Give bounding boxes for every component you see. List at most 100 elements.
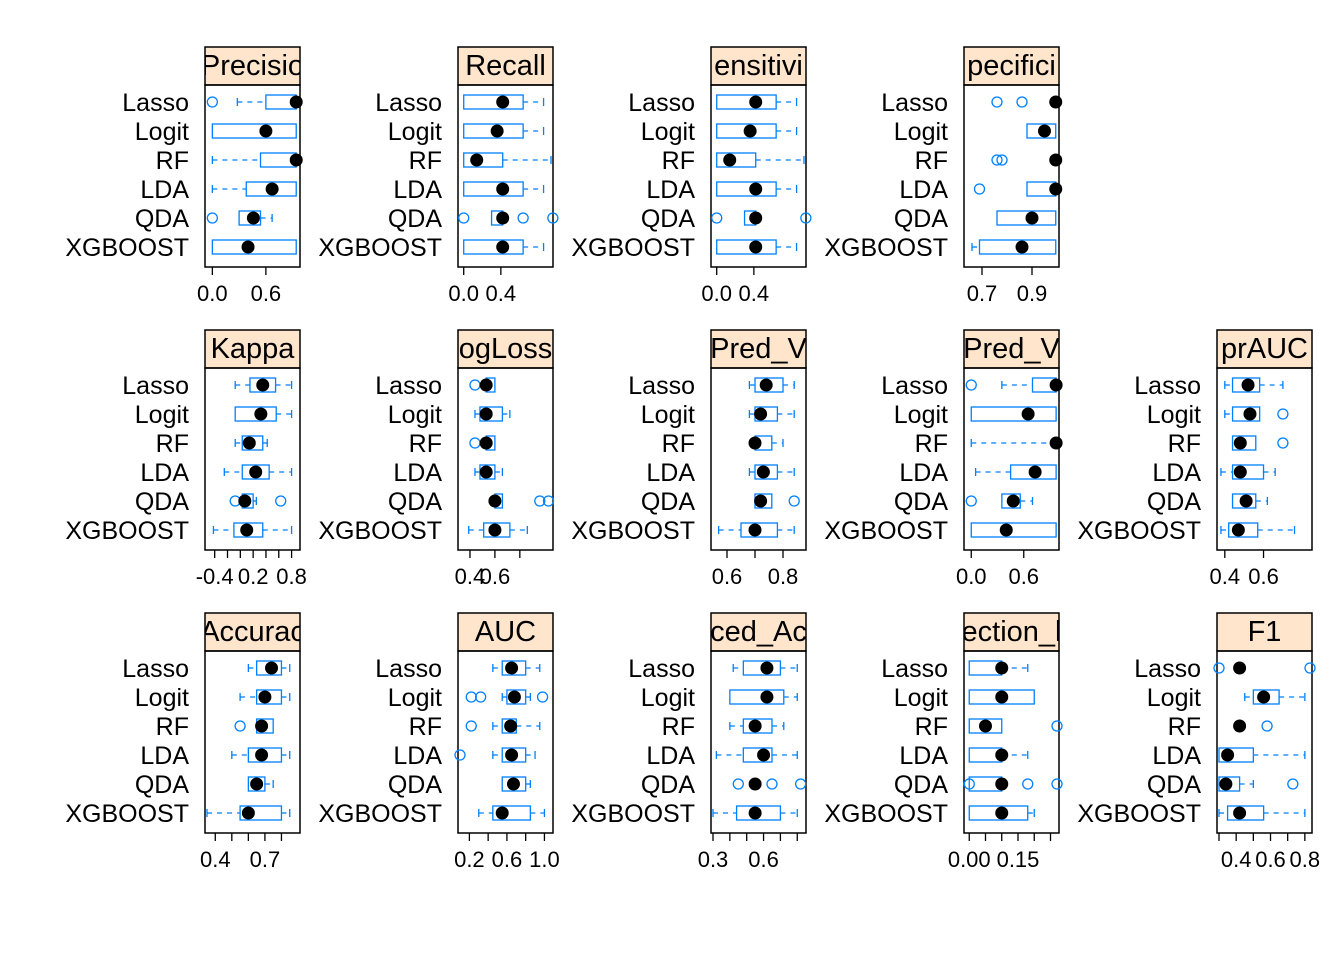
panel-strip (1216, 329, 1313, 369)
median-point (995, 690, 1009, 704)
box-Logit (968, 689, 1035, 705)
box-LDA (1220, 464, 1276, 480)
box-iqr (1218, 747, 1254, 763)
box-Lasso (1224, 377, 1284, 393)
box-iqr (968, 718, 1003, 734)
category-label: LDA (140, 742, 189, 770)
category-label: LDA (646, 176, 695, 204)
category-label: Logit (388, 684, 442, 712)
category-label: Logit (894, 118, 948, 146)
category-label: LDA (140, 459, 189, 487)
tick-label: 0.6 (1248, 564, 1279, 589)
category-label: Logit (388, 401, 442, 429)
box-iqr (735, 805, 782, 821)
box-XGBOOST (716, 239, 798, 255)
box-QDA (206, 210, 273, 226)
median-point (479, 465, 493, 479)
box-Lasso (748, 377, 795, 393)
category-label: RF (915, 430, 948, 458)
median-point (256, 378, 270, 392)
box-iqr (247, 776, 266, 792)
panel-frame (963, 84, 1060, 268)
tick-label: 0.0 (956, 564, 987, 589)
tick-label: 0.4 (1210, 564, 1241, 589)
panel-title: F1 (1248, 616, 1282, 648)
median-point (255, 748, 269, 762)
box-iqr (970, 406, 1057, 422)
category-label: QDA (641, 205, 696, 233)
box-Lasso (463, 94, 545, 110)
category-label: XGBOOST (824, 234, 948, 262)
outlier-point (991, 96, 1003, 108)
panel-title: Precisio (201, 50, 304, 82)
median-point (1241, 378, 1255, 392)
median-point (289, 95, 303, 109)
category-label: LDA (1152, 459, 1201, 487)
category-label: RF (915, 147, 948, 175)
box-RF (716, 152, 805, 168)
category-label: RF (409, 147, 442, 175)
box-Lasso (247, 660, 291, 676)
category-label: Logit (641, 401, 695, 429)
median-point (242, 436, 256, 450)
category-label: QDA (135, 488, 190, 516)
outlier-point (1051, 778, 1063, 790)
tick-label: 0.6 (480, 564, 511, 589)
outlier-point (1016, 96, 1028, 108)
box-XGBOOST (717, 522, 795, 538)
box-iqr (483, 522, 511, 538)
box-iqr (729, 689, 785, 705)
panel-strip (204, 329, 301, 369)
box-Logit (239, 689, 291, 705)
box-LDA (973, 181, 1063, 197)
panel-strip (710, 329, 807, 369)
category-label: QDA (1147, 771, 1202, 799)
median-point (505, 661, 519, 675)
category-label: XGBOOST (318, 800, 442, 828)
median-point (1233, 465, 1247, 479)
box-XGBOOST (1220, 522, 1296, 538)
category-label: RF (409, 713, 442, 741)
box-iqr (211, 123, 297, 139)
median-point (289, 153, 303, 167)
box-RF (748, 435, 784, 451)
category-label: Logit (135, 401, 189, 429)
box-RF (968, 718, 1063, 734)
median-point (504, 719, 518, 733)
box-RF (469, 435, 496, 451)
box-RF (211, 152, 303, 168)
median-point (999, 523, 1013, 537)
median-point (743, 124, 757, 138)
box-iqr (1001, 493, 1021, 509)
box-RF (729, 718, 785, 734)
outlier-point (1022, 778, 1034, 790)
box-iqr (463, 123, 524, 139)
median-point (265, 661, 279, 675)
category-label: Lasso (881, 655, 948, 683)
box-QDA (1231, 493, 1269, 509)
box-iqr (742, 660, 782, 676)
category-label: RF (156, 147, 189, 175)
outlier-point (458, 212, 470, 224)
panel-strip (1216, 612, 1313, 652)
box-XGBOOST (463, 239, 545, 255)
median-point (488, 494, 502, 508)
box-iqr (501, 660, 527, 676)
box-iqr (238, 210, 262, 226)
panel-strip (204, 46, 301, 86)
tick-label: 0.4 (200, 847, 231, 872)
box-iqr (234, 406, 277, 422)
median-point (496, 240, 510, 254)
median-point (995, 806, 1009, 820)
median-point (749, 95, 763, 109)
box-iqr (716, 181, 777, 197)
category-label: XGBOOST (571, 517, 695, 545)
box-RF (1233, 719, 1273, 733)
panel-frame (204, 84, 301, 268)
panel-frame (1216, 650, 1313, 834)
tick-label: 0.6 (492, 847, 523, 872)
